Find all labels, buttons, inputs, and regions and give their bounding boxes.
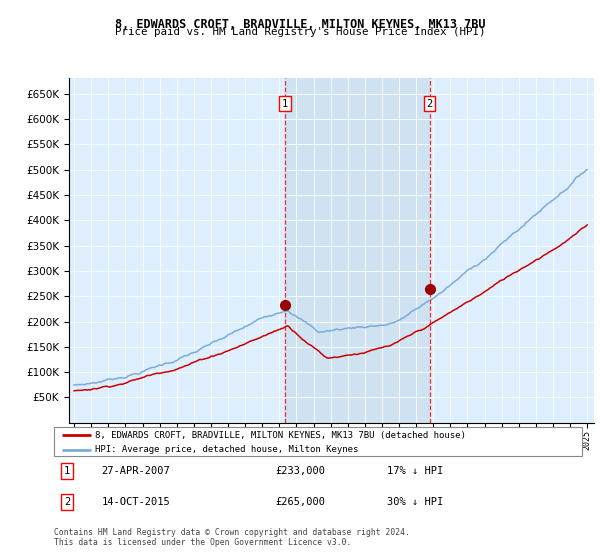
Text: 27-APR-2007: 27-APR-2007 [101,466,170,476]
Text: 2: 2 [64,497,70,507]
Text: 8, EDWARDS CROFT, BRADVILLE, MILTON KEYNES, MK13 7BU: 8, EDWARDS CROFT, BRADVILLE, MILTON KEYN… [115,18,485,31]
Text: HPI: Average price, detached house, Milton Keynes: HPI: Average price, detached house, Milt… [95,446,359,455]
Text: 17% ↓ HPI: 17% ↓ HPI [386,466,443,476]
Text: 30% ↓ HPI: 30% ↓ HPI [386,497,443,507]
FancyBboxPatch shape [54,427,582,456]
Text: Contains HM Land Registry data © Crown copyright and database right 2024.
This d: Contains HM Land Registry data © Crown c… [54,528,410,547]
Text: Price paid vs. HM Land Registry's House Price Index (HPI): Price paid vs. HM Land Registry's House … [115,27,485,37]
Text: £265,000: £265,000 [276,497,326,507]
Text: 1: 1 [282,99,288,109]
Text: 2: 2 [427,99,433,109]
Text: £233,000: £233,000 [276,466,326,476]
Text: 8, EDWARDS CROFT, BRADVILLE, MILTON KEYNES, MK13 7BU (detached house): 8, EDWARDS CROFT, BRADVILLE, MILTON KEYN… [95,431,466,440]
Bar [285,78,430,423]
Text: 1: 1 [64,466,70,476]
Text: 14-OCT-2015: 14-OCT-2015 [101,497,170,507]
